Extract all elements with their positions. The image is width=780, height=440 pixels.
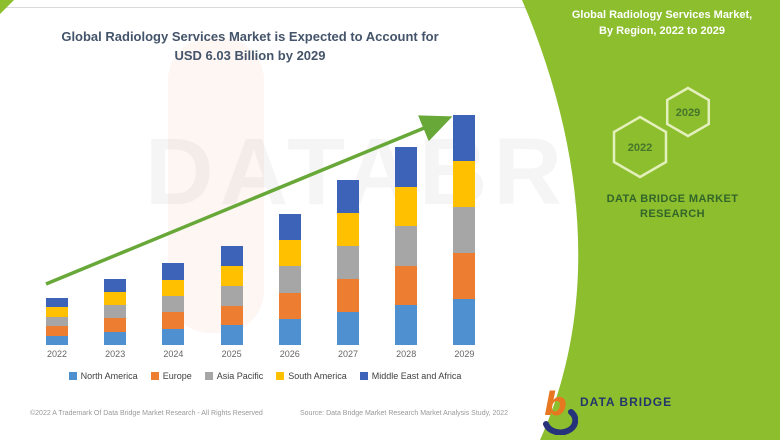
stacked-bar-2025 (220, 246, 243, 345)
legend-swatch (68, 372, 77, 380)
bar-segment-south-america (46, 307, 68, 317)
bar-segment-asia-pacific (337, 245, 359, 279)
legend-item-north-america: North America (68, 371, 138, 381)
bar-segment-middle-east-and-africa (220, 246, 243, 266)
bar-segment-north-america (162, 328, 185, 345)
bar-segment-north-america (395, 305, 418, 345)
bar-segment-north-america (46, 335, 68, 345)
bar-segment-europe (104, 318, 127, 332)
x-axis-label-2023: 2023 (105, 349, 126, 359)
chart-title: Global Radiology Services Market is Expe… (28, 27, 472, 65)
stacked-bar-plot (30, 88, 500, 345)
brand-caption-line2: RESEARCH (640, 208, 705, 220)
bar-segment-north-america (278, 318, 301, 345)
x-axis-label-2029: 2029 (454, 349, 475, 359)
bar-segment-middle-east-and-africa (162, 263, 185, 280)
stacked-bar-2027 (337, 179, 359, 345)
legend-item-europe: Europe (150, 371, 192, 381)
stacked-bar-2028 (395, 147, 418, 345)
legend-swatch (204, 372, 213, 380)
bar-segment-south-america (278, 240, 301, 267)
legend-label: Middle East and Africa (371, 371, 462, 381)
x-axis-labels: 2022 2023 2024 2025 2026 2027 2028 2029 (30, 349, 500, 361)
bar-segment-south-america (453, 161, 476, 208)
bar-segment-asia-pacific (46, 316, 68, 326)
bar-segment-middle-east-and-africa (395, 147, 418, 187)
legend-label: Asia Pacific (216, 371, 264, 381)
x-axis-label-2027: 2027 (337, 349, 359, 359)
bar-segment-south-america (395, 186, 418, 227)
bar-segment-north-america (337, 311, 359, 345)
stacked-bar-2022 (46, 297, 68, 345)
stacked-bar-2029 (453, 115, 476, 345)
data-bridge-logo-text: DATA BRIDGE (580, 395, 673, 409)
bar-segment-europe (453, 253, 476, 300)
x-axis-label-2028: 2028 (396, 349, 417, 359)
bar-segment-north-america (453, 299, 476, 345)
stacked-bar-2024 (162, 263, 185, 345)
brand-caption-line1: DATA BRIDGE MARKET (606, 193, 739, 205)
bar-segment-europe (162, 312, 185, 329)
bar-segment-north-america (220, 325, 243, 345)
bar-segment-middle-east-and-africa (337, 179, 359, 213)
brand-caption: DATA BRIDGE MARKET RESEARCH (560, 192, 780, 222)
legend-item-south-america: South America (276, 371, 347, 381)
bar-segment-middle-east-and-africa (453, 115, 476, 162)
bar-segment-europe (220, 305, 243, 326)
bar-segment-north-america (104, 331, 127, 345)
legend-label: Europe (162, 371, 192, 381)
legend-swatch (150, 372, 159, 380)
chart-title-line2: USD 6.03 Billion by 2029 (174, 48, 326, 63)
stacked-bar-2023 (104, 278, 127, 345)
legend-swatch (276, 372, 285, 380)
hexagon-year-label: 2029 (676, 107, 700, 119)
legend-item-middle-east-and-africa: Middle East and Africa (359, 371, 462, 381)
data-bridge-logo-icon: b (534, 385, 579, 436)
bar-segment-south-america (162, 279, 185, 297)
legend-item-asia-pacific: Asia Pacific (204, 371, 264, 381)
bar-segment-asia-pacific (453, 207, 476, 254)
x-axis-label-2022: 2022 (46, 349, 68, 359)
bar-segment-europe (278, 292, 301, 319)
copyright-text: ©2022 A Trademark Of Data Bridge Market … (30, 410, 263, 417)
bar-segment-asia-pacific (104, 305, 127, 319)
bar-segment-asia-pacific (162, 296, 185, 313)
bar-segment-europe (337, 278, 359, 312)
hexagon-year-label: 2022 (628, 142, 652, 154)
legend-label: North America (80, 371, 138, 381)
stacked-bar-2026 (278, 213, 301, 345)
x-axis-label-2025: 2025 (221, 349, 242, 359)
chart-title-line1: Global Radiology Services Market is Expe… (61, 29, 439, 44)
bar-segment-asia-pacific (220, 285, 243, 306)
corner-accent-triangle (0, 0, 14, 14)
bar-segment-middle-east-and-africa (46, 297, 68, 307)
bar-segment-europe (395, 265, 418, 306)
chart-legend: North America Europe Asia Pacific South Ame… (20, 371, 510, 381)
x-axis-label-2024: 2024 (163, 349, 184, 359)
bar-segment-asia-pacific (395, 226, 418, 266)
bar-segment-middle-east-and-africa (104, 278, 127, 292)
source-text: Source: Data Bridge Market Research Mark… (300, 410, 509, 417)
bar-segment-middle-east-and-africa (278, 213, 301, 241)
bar-segment-asia-pacific (278, 266, 301, 293)
svg-text:b: b (544, 385, 567, 423)
bar-segment-south-america (220, 266, 243, 286)
legend-swatch (359, 372, 368, 380)
top-border-line (0, 7, 560, 8)
bar-segment-europe (46, 326, 68, 336)
bar-segment-south-america (337, 212, 359, 246)
bar-segment-south-america (104, 291, 127, 306)
x-axis-label-2026: 2026 (279, 349, 300, 359)
legend-label: South America (288, 371, 347, 381)
